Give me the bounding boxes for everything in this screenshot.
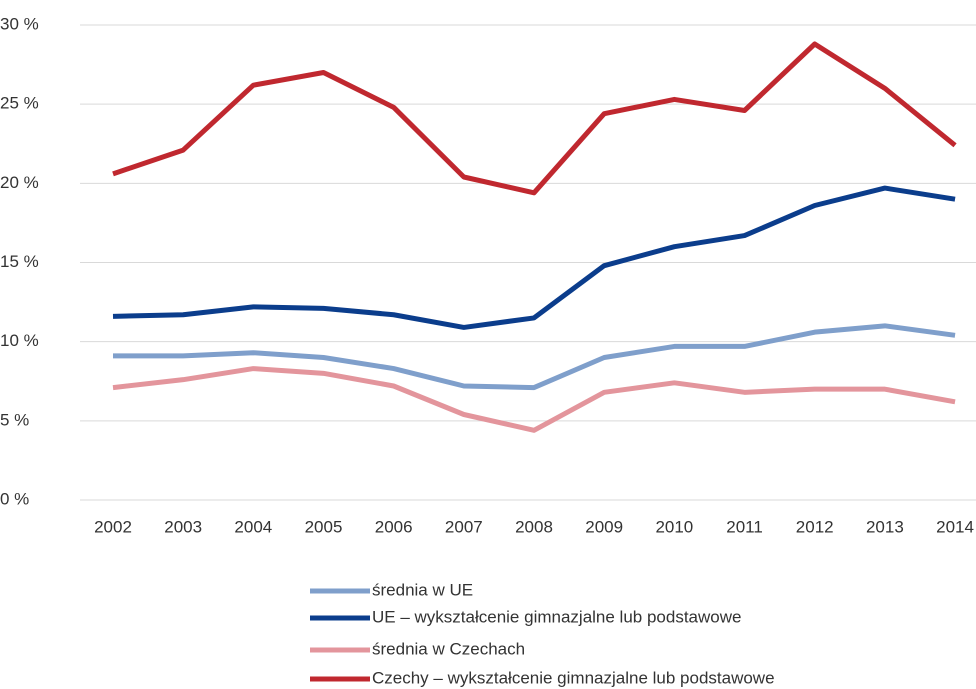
x-tick-label: 2008 (515, 517, 553, 536)
series-line (112, 185, 956, 330)
x-tick-label: 2002 (94, 517, 132, 536)
x-tick-label: 2009 (585, 517, 623, 536)
x-tick-label: 2005 (305, 517, 343, 536)
x-tick-label: 2013 (866, 517, 904, 536)
y-tick-label: 20 % (0, 173, 39, 192)
series-line (112, 366, 956, 433)
legend-label: Czechy – wykształcenie gimnazjalne lub p… (372, 668, 775, 687)
x-tick-label: 2012 (796, 517, 834, 536)
x-tick-label: 2014 (936, 517, 974, 536)
legend-label: średnia w Czechach (372, 639, 525, 658)
legend-label: UE – wykształcenie gimnazjalne lub podst… (372, 607, 741, 626)
y-tick-label: 30 % (0, 14, 39, 33)
x-tick-label: 2004 (234, 517, 272, 536)
y-tick-label: 10 % (0, 331, 39, 350)
x-tick-label: 2011 (726, 517, 763, 536)
x-tick-label: 2006 (375, 517, 413, 536)
x-tick-label: 2007 (445, 517, 483, 536)
y-tick-label: 15 % (0, 252, 39, 271)
x-tick-label: 2003 (164, 517, 202, 536)
x-tick-label: 2010 (655, 517, 693, 536)
series-line (112, 41, 957, 196)
y-tick-label: 0 % (0, 489, 29, 508)
y-tick-label: 25 % (0, 94, 39, 113)
series-line (113, 323, 956, 391)
y-tick-label: 5 % (0, 410, 29, 429)
legend-label: średnia w UE (372, 580, 473, 599)
